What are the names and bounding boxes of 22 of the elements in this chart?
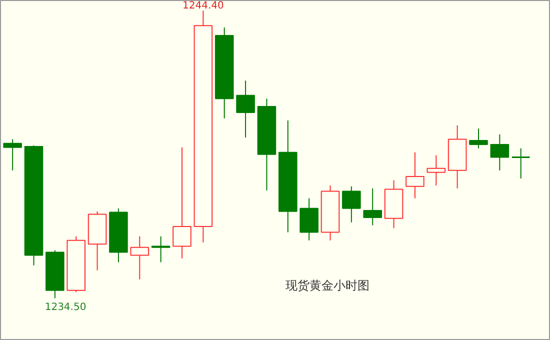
candlestick bbox=[278, 120, 298, 233]
candlestick bbox=[363, 188, 382, 226]
candlestick bbox=[342, 186, 361, 223]
candlestick bbox=[469, 128, 488, 149]
text: 现货黄金小时图 bbox=[286, 278, 370, 292]
annotation: 1244.40 bbox=[182, 0, 224, 12]
candlestick bbox=[384, 180, 404, 229]
candlestick bbox=[426, 154, 446, 186]
candlestick bbox=[490, 134, 510, 171]
candlestick bbox=[257, 98, 276, 191]
candlestick bbox=[320, 184, 340, 241]
candlestick bbox=[236, 80, 255, 138]
candlestick bbox=[214, 26, 234, 119]
candlestick bbox=[448, 124, 467, 189]
candlestick bbox=[194, 10, 213, 243]
candlestick bbox=[172, 146, 192, 259]
candlestick bbox=[300, 198, 318, 241]
text: 1234.50 bbox=[44, 302, 86, 314]
candlestick bbox=[406, 152, 424, 199]
candlestick bbox=[511, 148, 530, 180]
candlestick bbox=[130, 236, 150, 280]
candlestick bbox=[151, 236, 170, 263]
